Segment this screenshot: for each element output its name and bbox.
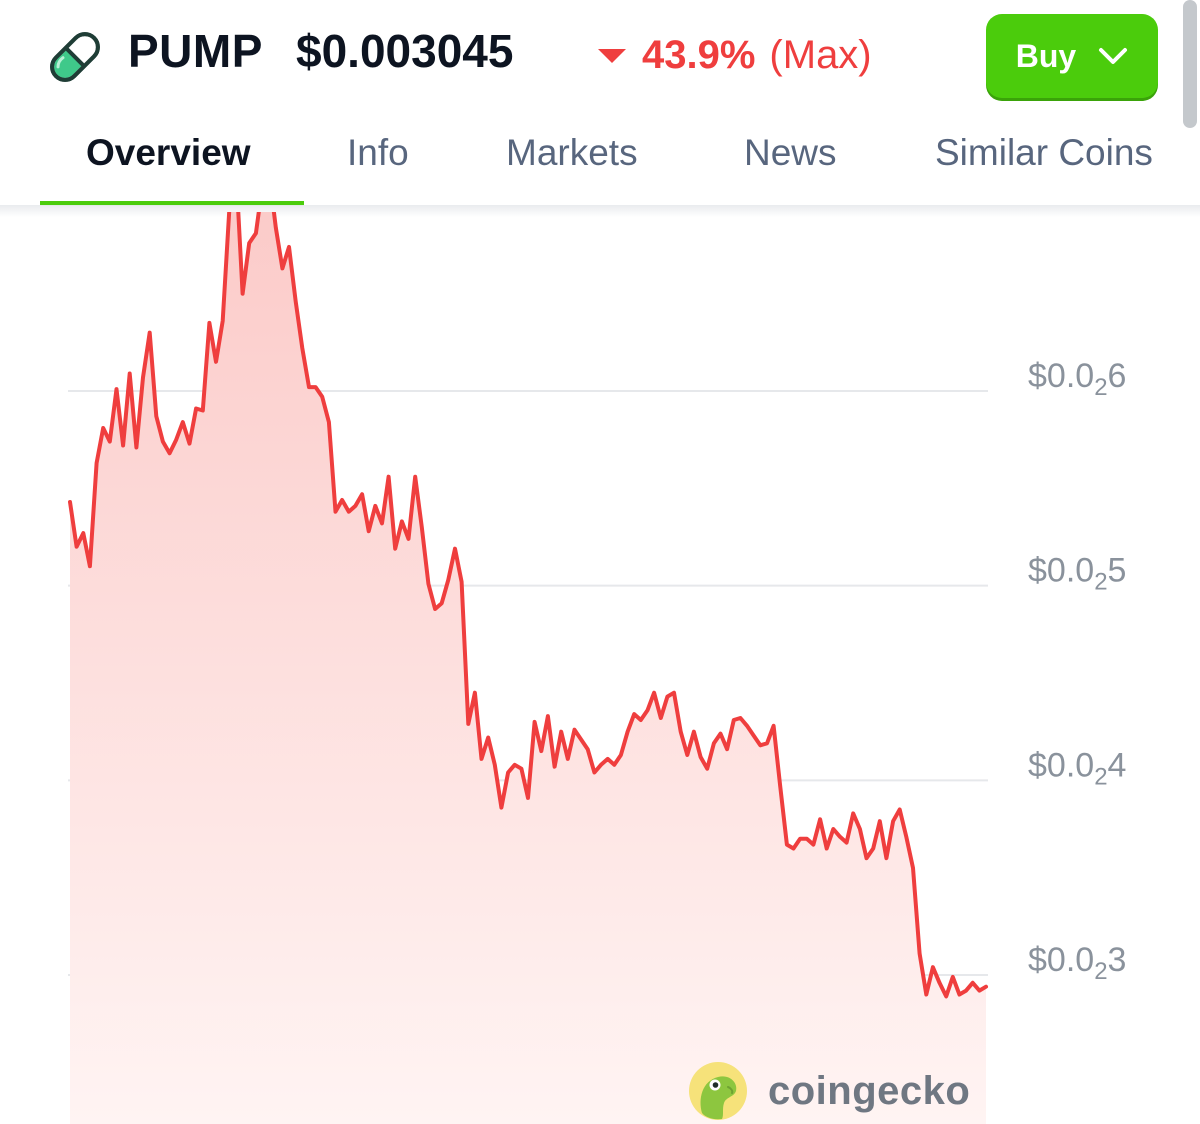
tab-markets[interactable]: Markets [506,132,638,173]
coin-price: $0.003045 [296,25,514,77]
page-scrollbar[interactable] [1183,0,1197,128]
tab-news[interactable]: News [744,132,837,173]
watermark-text: coingecko [768,1068,971,1113]
tab-info[interactable]: Info [347,132,409,173]
y-axis-ticks: $0.026 $0.025 $0.024 $0.023 [1028,357,1126,985]
price-change: 43.9% (Max) [598,26,872,84]
y-tick-label: $0.023 [1028,941,1126,985]
buy-button[interactable]: Buy [986,14,1158,98]
change-period: (Max) [769,33,872,77]
tab-overview[interactable]: Overview [86,132,251,173]
price-line [68,212,988,999]
chevron-down-icon [1099,48,1128,64]
coin-symbol: PUMP [128,25,263,77]
price-area [70,212,986,1124]
y-tick-label: $0.026 [1028,357,1126,401]
coin-header: PUMP $0.003045 43.9% (Max) Buy [0,0,1200,128]
change-percent: 43.9% [642,33,756,77]
coingecko-watermark: coingecko [688,1060,970,1122]
buy-button-label: Buy [1015,37,1077,74]
tab-similar-coins[interactable]: Similar Coins [935,132,1153,173]
y-tick-label: $0.025 [1028,552,1126,596]
gecko-logo-icon [689,1062,747,1120]
tabs-divider [0,205,1200,217]
caret-down-icon [598,49,626,63]
y-tick-label: $0.024 [1028,746,1126,790]
pill-icon [50,32,100,82]
active-tab-indicator [40,201,304,206]
section-tabs: Overview Info Markets News Similar Coins [0,110,1160,206]
price-chart[interactable]: $0.026 $0.025 $0.024 $0.023 [0,212,1200,1124]
